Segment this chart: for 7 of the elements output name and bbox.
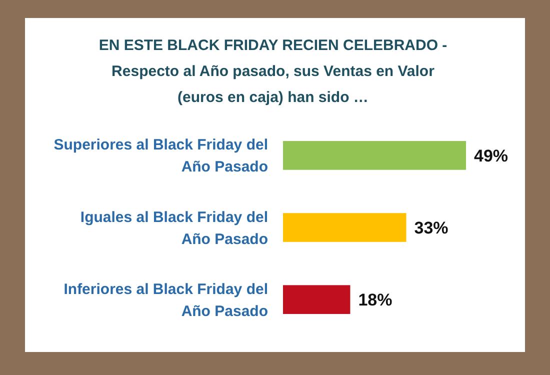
chart-title: EN ESTE BLACK FRIDAY RECIEN CELEBRADO - Respecto al Año pasado, sus Ventas en Valor (euros en caja) han sido … <box>98 37 448 106</box>
data-label: 49% <box>474 146 508 166</box>
y-tick-label: Superiores al Black Friday del Año Pasado <box>54 136 268 176</box>
y-tick-label: Inferiores al Black Friday del Año Pasado <box>64 280 268 320</box>
y-tick-label: Iguales al Black Friday del Año Pasado <box>80 208 268 248</box>
data-label: 18% <box>358 290 392 310</box>
data-label: 33% <box>414 218 448 238</box>
